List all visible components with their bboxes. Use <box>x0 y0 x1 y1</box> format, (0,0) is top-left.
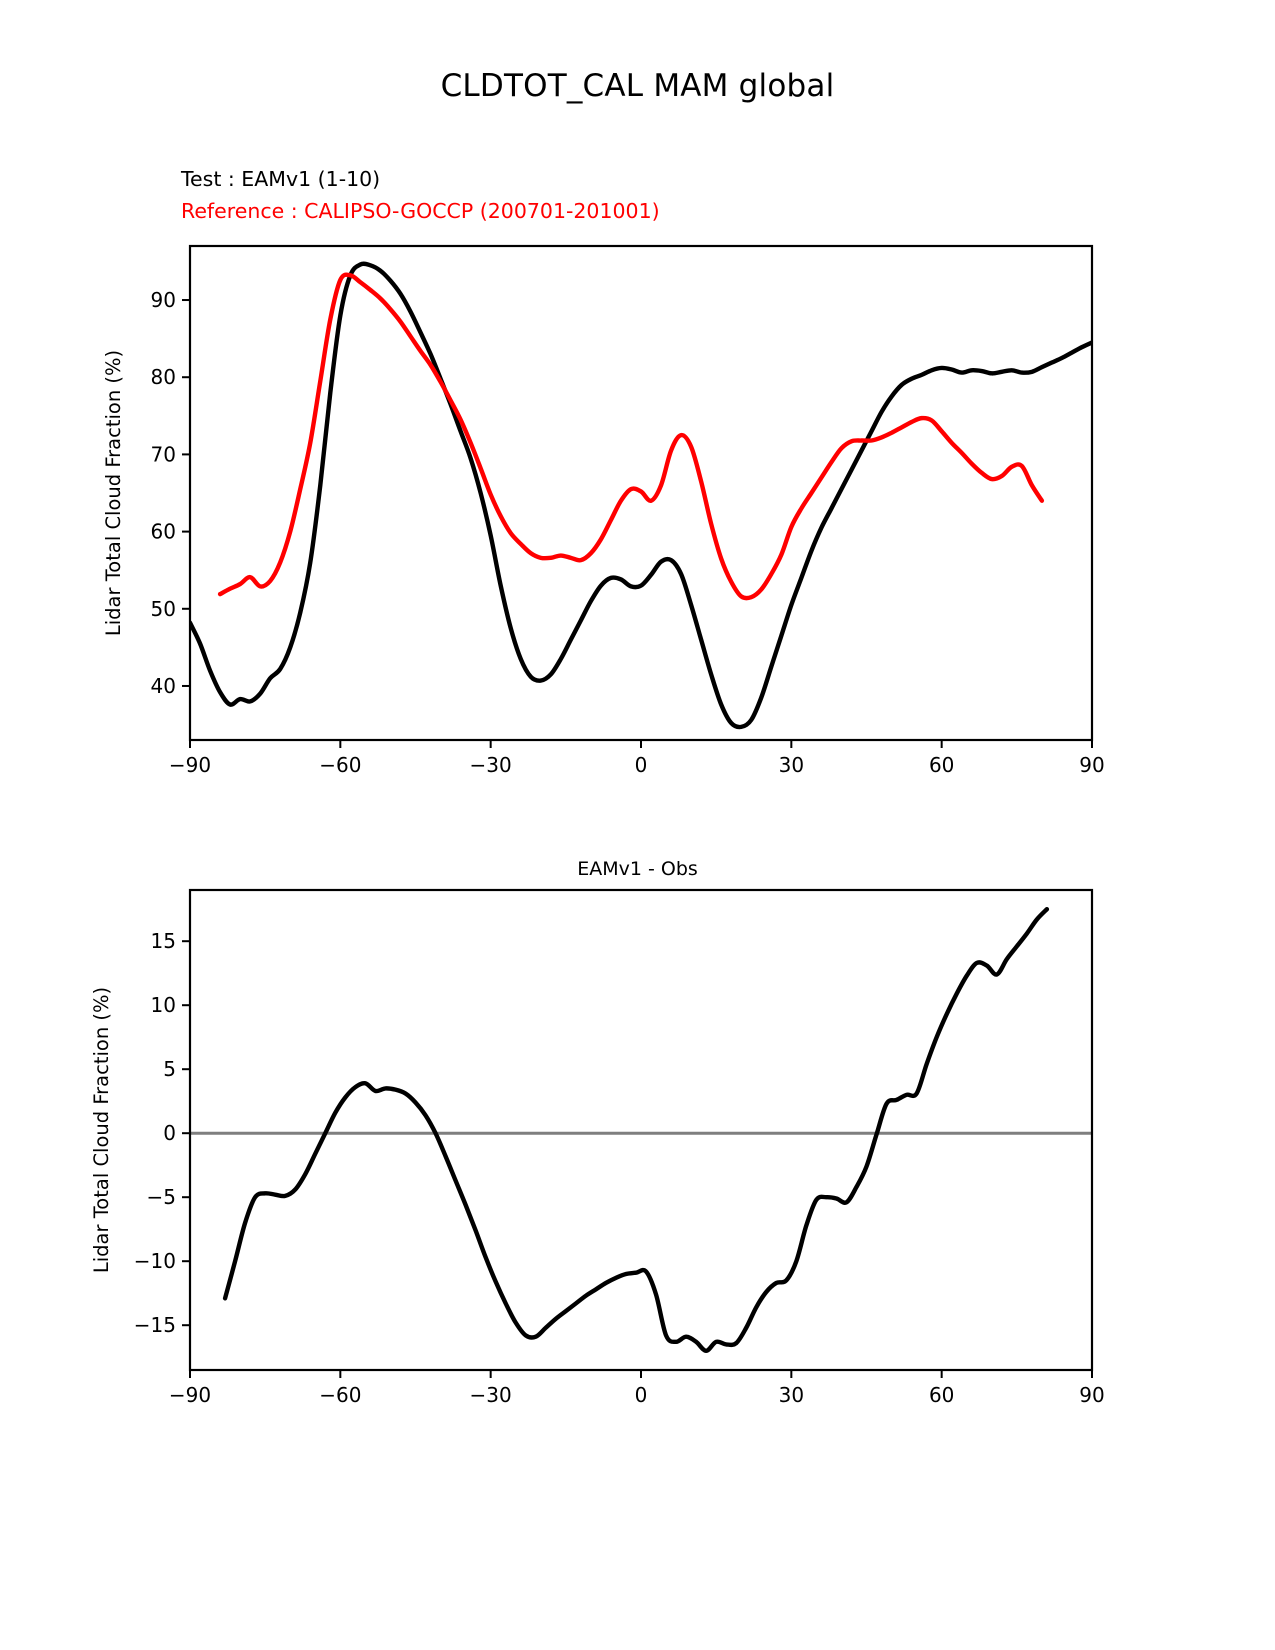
x-tick-label: −30 <box>470 1383 512 1407</box>
y-axis-title: Lidar Total Cloud Fraction (%) <box>102 350 125 636</box>
y-tick-label: 50 <box>151 597 176 621</box>
y-tick-label: 60 <box>151 520 176 544</box>
data-series-line <box>217 272 1045 601</box>
x-tick-label: 30 <box>779 753 804 777</box>
data-series-line <box>222 907 1050 1353</box>
x-tick-label: 90 <box>1079 753 1104 777</box>
legend: Test : EAMv1 (1-10) Reference : CALIPSO-… <box>181 163 660 227</box>
x-tick-label: −60 <box>319 1383 361 1407</box>
legend-reference-label: Reference : CALIPSO-GOCCP (200701-201001… <box>181 199 660 223</box>
lower-panel: −90 −60 −30 0 30 60 90 −15 −10 −5 0 5 10 15 Lidar Tota… <box>0 800 1275 1650</box>
y-tick-label: 10 <box>151 993 176 1017</box>
y-tick-label: −15 <box>134 1313 176 1337</box>
x-tick-label: 60 <box>929 753 954 777</box>
y-tick-label: 70 <box>151 442 176 466</box>
x-tick-label: −90 <box>169 753 211 777</box>
x-tick-label: 60 <box>929 1383 954 1407</box>
x-tick-label: −90 <box>169 1383 211 1407</box>
y-tick-label: −10 <box>134 1249 176 1273</box>
y-tick-label: 5 <box>163 1057 176 1081</box>
y-tick-label: 0 <box>163 1121 176 1145</box>
y-tick-label: 90 <box>151 288 176 312</box>
y-tick-label: 40 <box>151 674 176 698</box>
x-tick-label: 90 <box>1079 1383 1104 1407</box>
x-tick-label: 30 <box>779 1383 804 1407</box>
page-title: CLDTOT_CAL MAM global <box>440 68 835 104</box>
legend-test-label: Test : EAMv1 (1-10) <box>181 167 381 191</box>
lower-panel-svg: −90 −60 −30 0 30 60 90 −15 −10 −5 0 5 10 15 Lidar Tota… <box>90 888 1105 1407</box>
x-tick-label: 0 <box>635 1383 648 1407</box>
y-tick-label: 80 <box>151 365 176 389</box>
x-tick-label: 0 <box>635 753 648 777</box>
data-series-line <box>190 261 1092 730</box>
y-tick-label: 15 <box>151 929 176 953</box>
upper-panel: −90 −60 −30 0 30 60 90 40 50 60 70 80 90 Lidar Total … <box>0 0 1275 800</box>
x-tick-label: −30 <box>470 753 512 777</box>
y-axis-title: Lidar Total Cloud Fraction (%) <box>90 987 113 1273</box>
x-tick-label: −60 <box>319 753 361 777</box>
lower-panel-title: EAMv1 - Obs <box>577 858 698 880</box>
upper-panel-svg: −90 −60 −30 0 30 60 90 40 50 60 70 80 90 Lidar Total … <box>102 244 1105 777</box>
y-tick-label: −5 <box>147 1185 176 1209</box>
